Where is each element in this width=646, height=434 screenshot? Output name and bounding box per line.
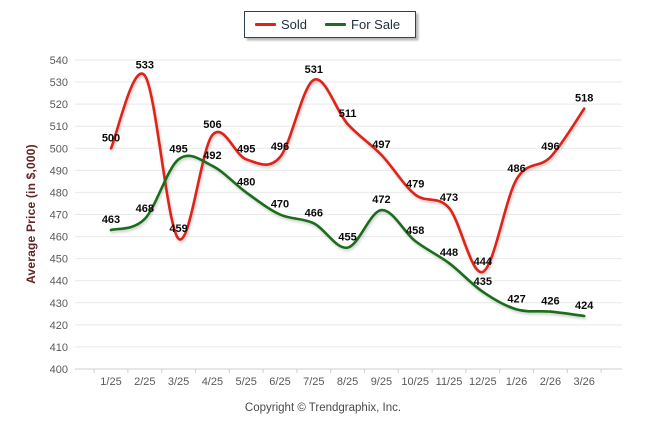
legend-label: For Sale [351, 17, 401, 32]
x-tick-label: 4/25 [202, 376, 223, 388]
data-label-sold: 473 [440, 192, 458, 204]
x-tick-label: 3/26 [573, 376, 594, 388]
copyright-text: Copyright © Trendgraphix, Inc. [244, 402, 402, 414]
y-tick-label: 400 [50, 364, 68, 376]
y-tick-label: 450 [50, 254, 68, 266]
x-tick-label: 7/25 [303, 376, 324, 388]
data-label-sold: 496 [541, 141, 559, 153]
x-tick-label: 11/25 [436, 376, 463, 388]
x-tick-label: 2/25 [134, 376, 155, 388]
data-label-for-sale: 492 [203, 150, 221, 162]
data-label-sold: 496 [271, 141, 289, 153]
x-tick-label: 9/25 [371, 376, 392, 388]
x-tick-label: 5/25 [235, 376, 256, 388]
legend-line-swatch-icon [325, 23, 347, 26]
y-tick-label: 540 [50, 55, 68, 67]
series-line-sold [109, 72, 586, 274]
data-label-for-sale: 472 [372, 194, 390, 206]
y-tick-label: 430 [50, 298, 68, 310]
x-tick-label: 2/26 [540, 376, 561, 388]
y-tick-label: 480 [50, 187, 68, 199]
legend-item-sold[interactable]: Sold [255, 17, 307, 32]
data-label-for-sale: 448 [440, 247, 458, 259]
data-label-sold: 497 [372, 139, 390, 151]
x-tick-label: 10/25 [401, 376, 429, 388]
y-axis-title: Average Price (in $,000) [24, 144, 38, 284]
data-label-for-sale: 466 [305, 207, 323, 219]
y-tick-label: 520 [50, 99, 68, 111]
x-tick-label: 1/25 [100, 376, 121, 388]
y-tick-label: 420 [50, 320, 68, 332]
data-label-for-sale: 480 [237, 176, 255, 188]
legend-item-for-sale[interactable]: For Sale [325, 17, 400, 32]
x-tick-label: 6/25 [269, 376, 290, 388]
data-label-for-sale: 455 [338, 232, 356, 244]
data-label-sold: 495 [237, 143, 255, 155]
legend-line-swatch-icon [255, 23, 276, 26]
y-tick-label: 410 [50, 342, 68, 354]
y-tick-label: 530 [50, 77, 68, 89]
data-label-sold: 459 [169, 223, 187, 235]
y-tick-label: 460 [50, 232, 68, 244]
y-tick-label: 440 [50, 276, 68, 288]
data-label-sold: 500 [102, 132, 120, 144]
data-label-for-sale: 463 [102, 214, 120, 226]
data-label-for-sale: 427 [507, 293, 525, 305]
legend-label: Sold [281, 17, 308, 32]
series-line-for-sale [109, 154, 586, 318]
data-label-sold: 479 [406, 179, 424, 191]
data-label-sold: 511 [339, 108, 357, 120]
data-label-sold: 533 [136, 60, 154, 72]
y-tick-label: 490 [50, 165, 68, 177]
chart-legend: Sold For Sale [244, 11, 417, 38]
y-tick-label: 510 [50, 121, 68, 133]
x-tick-label: 12/25 [469, 376, 497, 388]
x-tick-label: 8/25 [337, 376, 358, 388]
data-label-sold: 444 [474, 256, 493, 268]
y-tick-label: 500 [50, 143, 68, 155]
data-label-for-sale: 468 [136, 203, 154, 215]
x-tick-label: 1/26 [506, 376, 527, 388]
data-label-for-sale: 424 [575, 300, 594, 312]
data-label-for-sale: 470 [271, 199, 289, 211]
data-label-sold: 486 [507, 163, 525, 175]
y-tick-label: 470 [50, 210, 68, 222]
data-label-for-sale: 495 [169, 143, 187, 155]
data-label-sold: 506 [203, 119, 221, 131]
x-tick-label: 3/25 [168, 376, 189, 388]
data-label-for-sale: 435 [474, 276, 492, 288]
data-label-sold: 518 [575, 93, 593, 105]
data-label-for-sale: 458 [406, 225, 424, 237]
data-label-for-sale: 426 [541, 296, 559, 308]
data-label-sold: 531 [305, 64, 323, 76]
